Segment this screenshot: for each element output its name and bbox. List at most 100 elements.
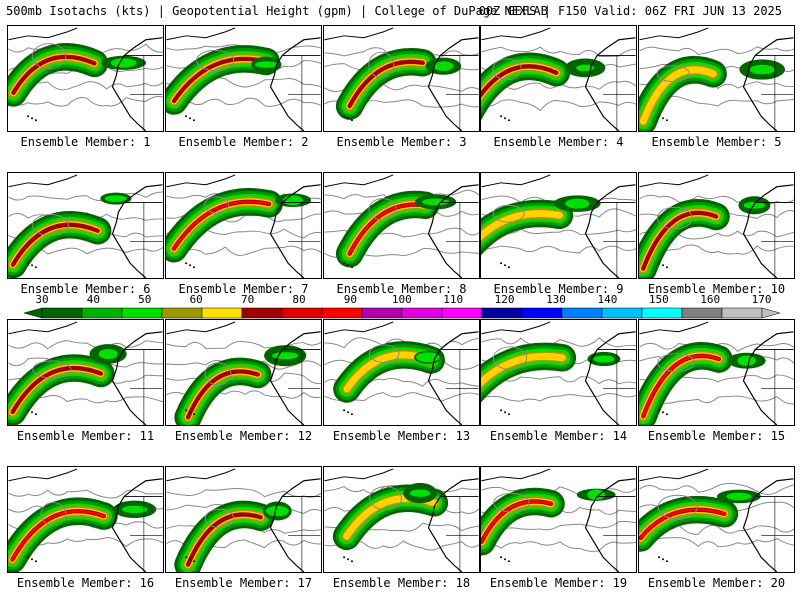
coastline: [111, 478, 163, 572]
height-contour: [204, 196, 229, 214]
legend-swatch: [201, 307, 243, 319]
ensemble-member-map: [480, 466, 637, 573]
ensemble-member-caption: Ensemble Member: 19: [489, 576, 628, 590]
legend-arrow-right: [761, 307, 781, 319]
legend-swatch: [681, 307, 723, 319]
island: [665, 560, 668, 563]
isotach-band: [172, 200, 271, 250]
island: [189, 411, 191, 414]
legend-swatch: [121, 307, 163, 319]
coastline: [324, 468, 394, 482]
coastline: [324, 174, 394, 188]
coastline: [481, 27, 551, 41]
isotach-band: [104, 195, 128, 202]
height-contour: [196, 49, 235, 72]
ensemble-member-svg: [481, 321, 636, 425]
coastline: [584, 331, 636, 425]
height-contour: [492, 204, 525, 223]
ensemble-member-caption: Ensemble Member: 3: [336, 135, 467, 149]
island: [185, 409, 188, 412]
ensemble-member-map: [323, 319, 480, 426]
height-contour: [639, 46, 794, 56]
island: [665, 119, 668, 122]
ensemble-member-svg: [639, 174, 794, 278]
island: [665, 266, 668, 269]
isotach-band: [639, 508, 726, 540]
isotach-band: [576, 64, 595, 72]
ensemble-member-caption: Ensemble Member: 14: [489, 429, 628, 443]
island: [347, 411, 349, 414]
ensemble-member-caption: Ensemble Member: 13: [332, 429, 471, 443]
island: [27, 556, 30, 559]
legend-label: 90: [343, 293, 358, 306]
coastline: [111, 184, 163, 278]
island: [504, 117, 506, 120]
island: [665, 413, 668, 416]
isotach-band: [409, 489, 431, 497]
header-title-left: 500mb Isotachs (kts) | Geopotential Heig…: [6, 4, 548, 18]
isotach-band: [254, 61, 278, 68]
legend-swatch: [321, 307, 363, 319]
ensemble-member-map: [480, 25, 637, 132]
island: [185, 115, 188, 118]
legend-label: 50: [138, 293, 152, 306]
isotach-band: [639, 66, 717, 125]
ensemble-member-caption: Ensemble Member: 18: [332, 576, 471, 590]
island: [34, 413, 37, 416]
ensemble-member-caption: Ensemble Member: 1: [20, 135, 151, 149]
island: [350, 119, 353, 122]
ensemble-member-map: [7, 319, 164, 426]
ensemble-member-svg: [324, 468, 479, 572]
island: [507, 413, 510, 416]
ensemble-member-caption: Ensemble Member: 16: [16, 576, 155, 590]
island: [662, 117, 664, 120]
height-contour: [368, 198, 397, 221]
coastline: [742, 478, 794, 572]
height-contour: [31, 43, 67, 70]
height-contour: [481, 486, 636, 496]
height-contour: [639, 395, 794, 405]
ensemble-member-svg: [8, 468, 163, 572]
coastline: [269, 184, 321, 278]
island: [500, 262, 503, 265]
island: [504, 558, 506, 561]
height-contour: [32, 360, 72, 379]
island: [347, 264, 349, 267]
ensemble-member-svg: [639, 468, 794, 572]
isotach-band: [110, 58, 137, 68]
legend-label: 30: [35, 293, 49, 306]
coastline: [427, 184, 479, 278]
legend-swatch: [601, 307, 643, 319]
isotach-band: [481, 210, 563, 241]
height-contour: [493, 492, 530, 513]
coastline: [639, 174, 709, 188]
height-contour: [166, 245, 321, 256]
isotach-band: [481, 352, 566, 388]
ensemble-member-svg: [481, 468, 636, 572]
height-contour: [639, 194, 794, 205]
isotach-band: [726, 492, 752, 501]
height-contour: [8, 340, 163, 350]
island: [189, 558, 191, 561]
island: [185, 556, 188, 559]
ensemble-member-svg: [324, 174, 479, 278]
island: [343, 262, 346, 265]
isotach-band: [587, 489, 606, 501]
island: [350, 266, 353, 269]
coastline: [111, 37, 163, 131]
isotach-band: [98, 348, 118, 359]
island: [507, 560, 510, 563]
ensemble-member-caption: Ensemble Member: 10: [647, 282, 786, 296]
ensemble-member-map: [638, 172, 795, 279]
coastline: [269, 478, 321, 572]
ensemble-member-map: [638, 25, 795, 132]
island: [500, 409, 503, 412]
island: [350, 560, 353, 563]
coastline: [166, 174, 236, 188]
island: [343, 115, 346, 118]
coastline: [639, 468, 709, 482]
isotach-band: [10, 365, 104, 415]
coastline: [427, 478, 479, 572]
height-contour: [166, 340, 321, 349]
isotach-band: [743, 201, 766, 209]
